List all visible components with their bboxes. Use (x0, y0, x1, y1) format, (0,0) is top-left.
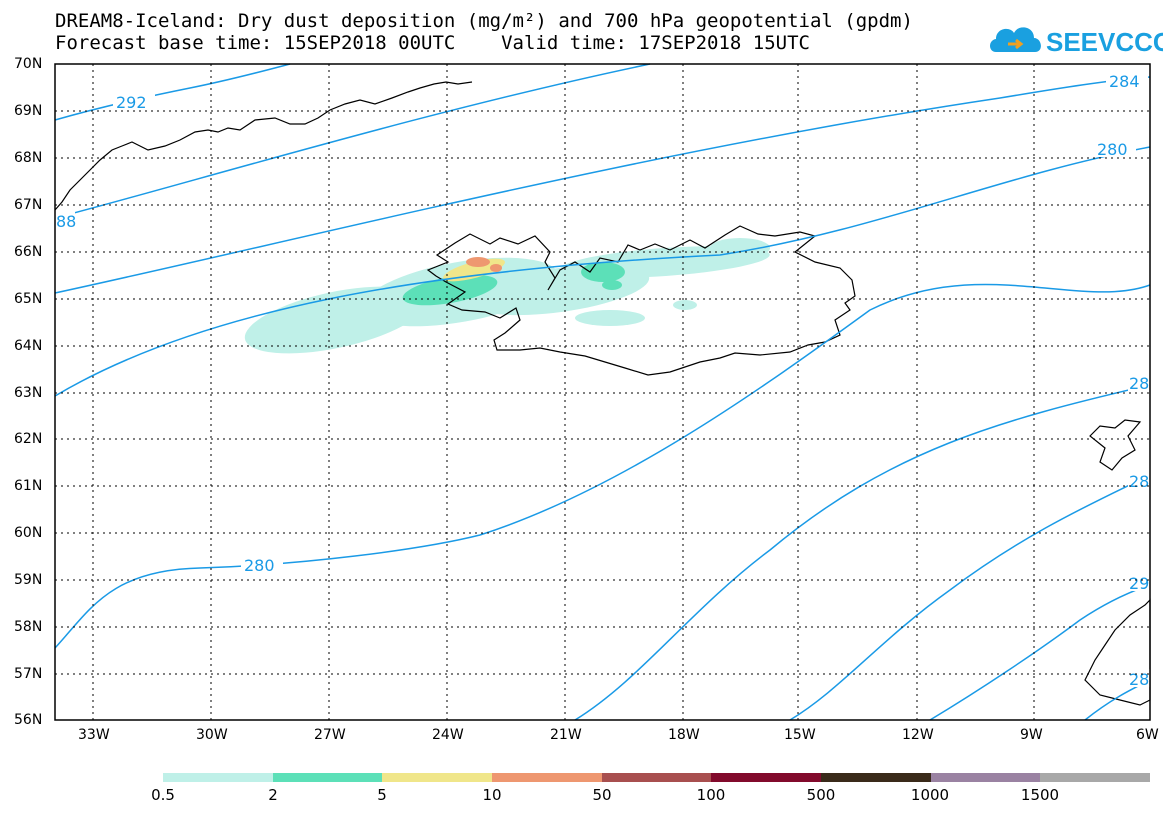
legend-label: 1500 (1020, 786, 1060, 804)
lat-label: 62N (14, 431, 43, 447)
lat-label: 60N (14, 525, 43, 541)
lat-label: 70N (14, 56, 43, 72)
lon-label: 9W (1020, 727, 1043, 743)
lat-label: 65N (14, 291, 43, 307)
lat-label: 57N (14, 666, 43, 682)
legend-label: 1000 (910, 786, 950, 804)
seevccc-logo: SEEVCCC (990, 27, 1163, 57)
legend-swatch (711, 773, 822, 782)
lat-label: 59N (14, 572, 43, 588)
contour-label-28-a: 28 (1129, 374, 1149, 393)
lat-label: 69N (14, 103, 43, 119)
legend-label: 10 (482, 786, 502, 804)
chart-title: DREAM8-Iceland: Dry dust deposition (mg/… (55, 10, 913, 32)
lat-label: 67N (14, 197, 43, 213)
lat-label: 63N (14, 385, 43, 401)
contour-label-28-b: 28 (1129, 472, 1149, 491)
contour-label-292: 292 (116, 93, 147, 112)
legend-swatch (272, 773, 383, 782)
lat-label: 66N (14, 244, 43, 260)
lon-label: 33W (78, 727, 110, 743)
legend-label: 5 (377, 786, 387, 804)
graticule (55, 64, 1150, 720)
contour-label-280-south: 280 (244, 556, 275, 575)
contour-labels: 292 284 280 88 280 28 28 29 28 (55, 71, 1150, 689)
legend-label: 0.5 (151, 786, 175, 804)
lon-label: 15W (784, 727, 816, 743)
legend-label: 100 (696, 786, 726, 804)
contour-label-284: 284 (1109, 72, 1140, 91)
legend-swatch (492, 773, 602, 782)
legend-swatch (930, 773, 1041, 782)
contour-label-288: 88 (56, 212, 76, 231)
legend-swatch (1040, 773, 1151, 782)
map-frame (54, 63, 1151, 721)
legend-label: 50 (592, 786, 612, 804)
contour-label-29: 29 (1129, 574, 1149, 593)
legend-label: 2 (268, 786, 278, 804)
cloud-logo-icon (990, 27, 1041, 52)
dust-deposition-field (244, 238, 770, 354)
contour-label-280-east: 280 (1097, 140, 1128, 159)
logo-text: SEEVCCC (1046, 27, 1163, 57)
lon-label: 6W (1136, 727, 1159, 743)
legend-swatch (821, 773, 931, 782)
lon-label: 21W (550, 727, 582, 743)
legend-swatch (601, 773, 712, 782)
lat-label: 68N (14, 150, 43, 166)
lat-label: 64N (14, 338, 43, 354)
chart-subtitle: Forecast base time: 15SEP2018 00UTC Vali… (55, 32, 810, 54)
color-legend-bar (163, 773, 1151, 782)
legend-label: 500 (806, 786, 836, 804)
lat-label: 61N (14, 478, 43, 494)
lon-label: 18W (668, 727, 700, 743)
legend-swatch (382, 773, 493, 782)
lon-label: 24W (432, 727, 464, 743)
lon-label: 30W (196, 727, 228, 743)
lat-label: 58N (14, 619, 43, 635)
coastlines (54, 81, 1151, 706)
lon-label: 12W (902, 727, 934, 743)
lat-label: 56N (14, 712, 43, 728)
legend-swatch (163, 773, 273, 782)
contour-label-28-c: 28 (1129, 670, 1149, 689)
lon-label: 27W (314, 727, 346, 743)
geopotential-contours (54, 63, 1151, 721)
